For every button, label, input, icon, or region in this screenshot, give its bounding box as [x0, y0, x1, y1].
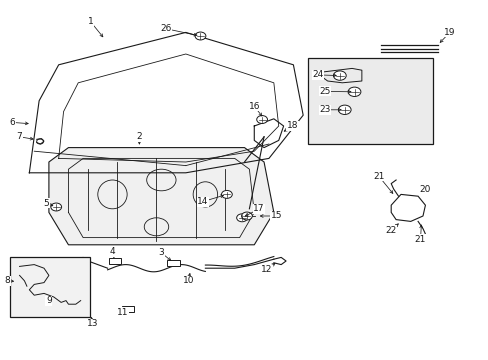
Text: 24: 24 [311, 71, 323, 79]
Circle shape [195, 32, 205, 40]
Text: 2: 2 [136, 132, 142, 141]
Text: 4: 4 [109, 248, 115, 256]
Circle shape [51, 203, 61, 211]
Bar [122, 306, 134, 312]
Text: 15: 15 [270, 211, 282, 220]
Text: 9: 9 [46, 296, 52, 305]
Polygon shape [49, 148, 273, 245]
Text: 13: 13 [87, 320, 99, 328]
Text: 1: 1 [87, 17, 93, 26]
Text: 19: 19 [443, 28, 455, 37]
Text: 16: 16 [248, 102, 260, 111]
Text: 21: 21 [372, 172, 384, 181]
Text: 7: 7 [17, 132, 22, 141]
Circle shape [236, 214, 247, 222]
Text: 23: 23 [319, 105, 330, 114]
Circle shape [338, 105, 350, 114]
Bar [10, 257, 90, 317]
Text: 3: 3 [158, 248, 164, 257]
Text: 26: 26 [160, 24, 172, 33]
Polygon shape [390, 194, 425, 221]
Circle shape [347, 87, 360, 96]
Text: 14: 14 [197, 197, 208, 206]
Bar [167, 260, 180, 266]
Text: 10: 10 [182, 276, 194, 285]
Text: 6: 6 [9, 118, 15, 127]
Text: 17: 17 [253, 204, 264, 213]
Bar [108, 258, 121, 264]
Text: 20: 20 [419, 184, 430, 194]
Circle shape [333, 71, 346, 80]
Bar [307, 58, 432, 144]
Text: 25: 25 [319, 87, 330, 96]
Text: 21: 21 [414, 235, 426, 244]
Circle shape [241, 212, 252, 220]
Circle shape [256, 116, 267, 123]
Circle shape [221, 190, 232, 198]
Text: 18: 18 [286, 122, 298, 130]
Text: 8: 8 [4, 276, 10, 285]
Text: 22: 22 [385, 226, 396, 235]
Text: 5: 5 [43, 199, 49, 208]
Text: 11: 11 [116, 307, 128, 317]
Text: 12: 12 [260, 266, 272, 274]
